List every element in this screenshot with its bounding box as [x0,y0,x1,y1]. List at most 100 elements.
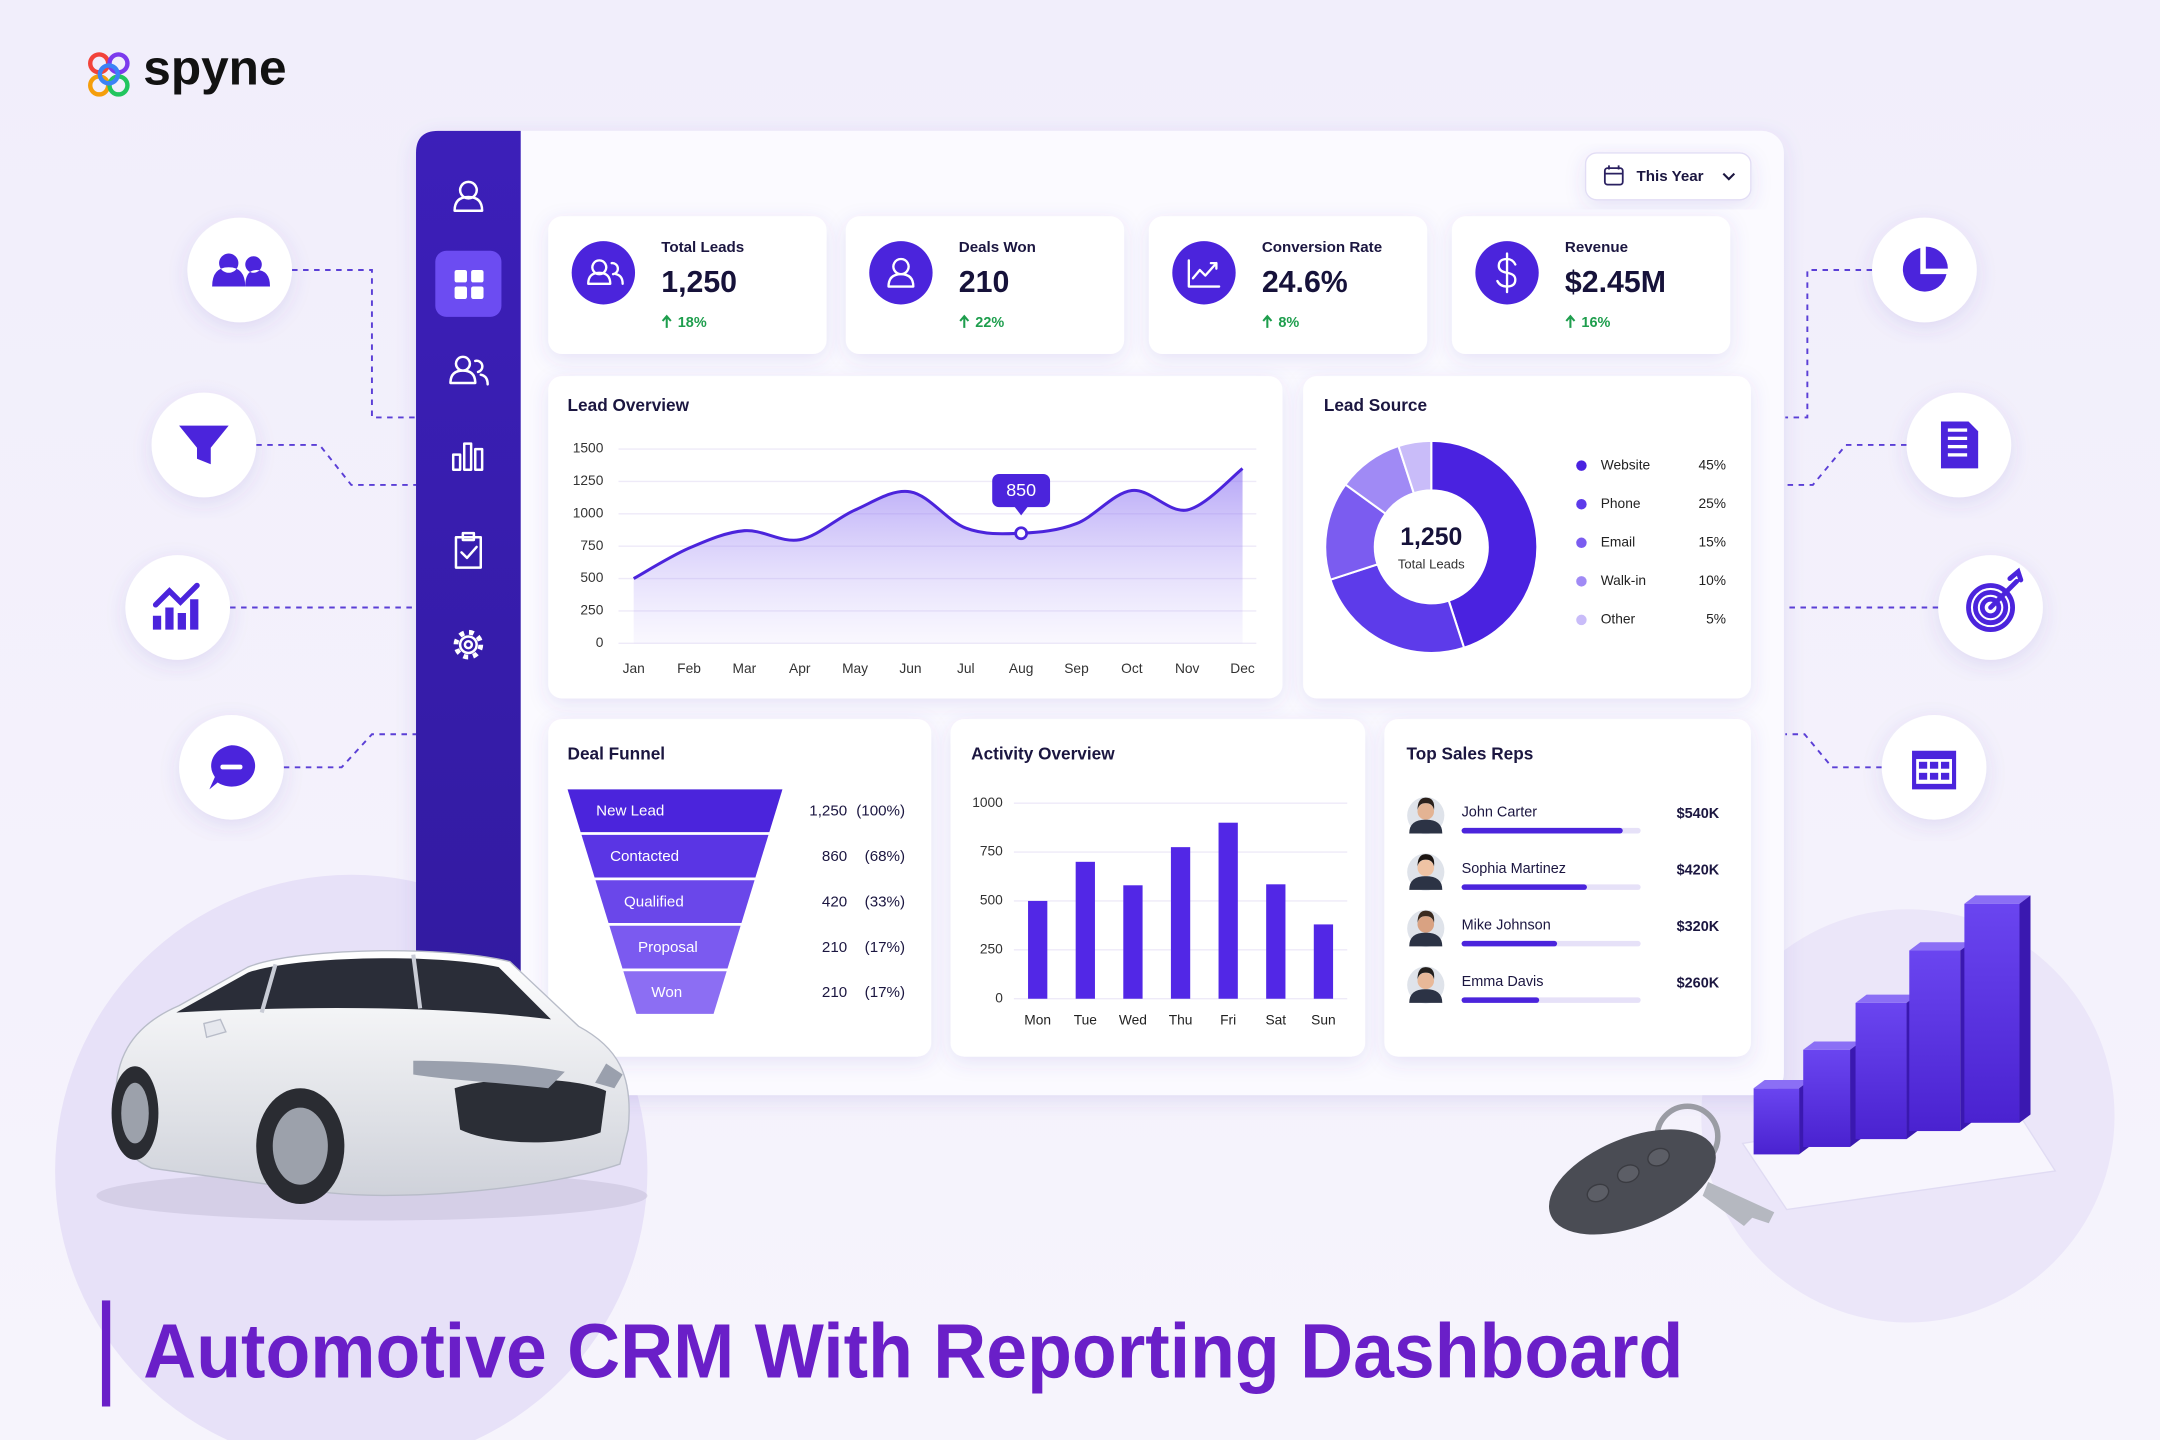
kpi-icon-badge [869,241,933,305]
deco-bar [1964,903,2020,1123]
donut-center-label: Total Leads [1398,556,1465,571]
legend-label: Walk-in [1601,573,1646,588]
x-tick-label: Fri [1220,1012,1236,1027]
funnel-count: 1,250 [809,802,847,819]
rep-name: Mike Johnson [1462,918,1551,934]
floating-icon-detail [1918,761,1928,769]
bar [1170,847,1191,999]
key-button [1616,1164,1640,1184]
y-tick-label: 750 [980,844,1003,859]
legend-swatch [1576,460,1587,471]
legend-label: Phone [1601,496,1641,511]
avatar [1409,876,1443,890]
deco-bar-top [1803,1041,1862,1050]
y-tick-label: 1250 [573,473,604,488]
sidebar-icon [453,629,484,660]
x-tick-label: Aug [1009,661,1034,676]
bar [1461,884,1587,890]
sidebar-icon [453,180,484,213]
kpi-label: Revenue [1565,239,1628,256]
bar [1461,997,1540,1003]
card [950,719,1366,1057]
line-area [633,468,1243,644]
floating-icon-badge [187,217,293,323]
avatar [1417,910,1435,923]
value-label: 10% [1699,573,1727,588]
kpi-label: Deals Won [959,239,1036,256]
x-tick-label: Dec [1230,661,1255,676]
car-headlight [595,1063,623,1089]
value-label: 45% [1699,457,1727,472]
floating-icon [212,253,270,287]
x-tick-label: Jan [623,661,645,676]
kpi-change-arrow [661,314,672,328]
rep-name: Sophia Martinez [1462,861,1566,877]
deco-bar [1803,1049,1851,1147]
rep-name: John Carter [1462,805,1538,821]
date-filter-chevron [1722,172,1736,181]
sidebar-icon [471,286,484,299]
deco-bar-top [1855,994,1918,1003]
y-tick-label: 1000 [573,505,604,520]
floating-icon [1966,583,2016,632]
avatar [1409,932,1443,947]
title-accent [101,1300,111,1407]
kpi-change-arrow [1262,314,1273,328]
funnel-share: (33%) [865,893,905,910]
card-title: Activity Overview [971,743,1115,763]
connector [1785,733,1882,769]
funnel-count: 420 [822,893,847,910]
sidebar-icon [449,355,489,386]
legend-label: Email [1601,534,1635,549]
value-label: $540K [1677,806,1720,822]
floating-icon-detail [220,764,243,770]
brand-name: spyne [143,40,286,96]
x-tick-label: Sun [1311,1012,1336,1027]
floating-icon-detail [1918,772,1928,780]
avatar [1417,854,1435,867]
sidebar-icon [454,270,467,283]
x-tick-label: Mon [1024,1012,1051,1027]
key-button [1647,1147,1670,1167]
bar [1075,861,1095,999]
donut-slice [1329,563,1466,655]
connector [283,733,417,769]
legend-swatch [1576,614,1587,626]
floating-icon-detail [1929,761,1939,769]
kpi-icon [587,259,624,285]
funnel-stage-name: Contacted [610,848,679,865]
x-tick-label: Apr [789,661,811,676]
legend-swatch [1576,576,1587,587]
donut-slice [1397,439,1433,495]
funnel-stage [623,971,727,1014]
deco-bar-top [1909,942,1972,951]
car-rim [272,1107,328,1185]
deco-bar-top [1753,1080,1811,1089]
y-tick-label: 750 [580,538,603,553]
avatar [1417,803,1435,820]
sidebar-icon [454,286,467,299]
x-tick-label: Feb [677,661,701,676]
tooltip [992,474,1051,508]
funnel-stage-name: Proposal [638,939,698,956]
kpi-label: Conversion Rate [1262,239,1382,256]
kpi-icon [1496,252,1517,294]
date-filter-icon [1603,167,1624,186]
value-label: $420K [1677,862,1720,878]
y-tick-label: 250 [980,941,1003,956]
donut-slice [1430,439,1539,650]
avatar [1417,859,1435,877]
floating-icon-badge [1872,217,1977,323]
x-tick-label: Tue [1074,1012,1098,1027]
car-window-frame [259,954,423,1014]
kpi-value: 1,250 [661,266,737,299]
bar [1028,900,1048,999]
x-tick-label: Jun [899,661,921,676]
x-tick-label: Nov [1175,661,1200,676]
floating-icon-detail [1947,444,1968,449]
car-headlight [413,1060,565,1089]
car-window [176,958,552,1020]
floating-icon [1902,246,1948,292]
